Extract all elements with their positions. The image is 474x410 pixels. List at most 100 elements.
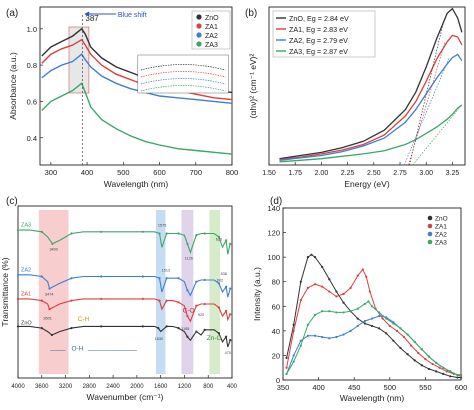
band-label: C-O	[183, 308, 195, 315]
inset-curve-ZA1	[140, 71, 226, 78]
data-point-ZA3	[40, 230, 43, 233]
data-point-ZA1	[16, 297, 20, 300]
x-tick-label: 3.00	[419, 170, 433, 177]
data-point-ZA1	[361, 268, 364, 271]
data-point-ZA2	[356, 324, 359, 328]
data-point-ZnO	[356, 317, 359, 320]
data-point-ZA1	[410, 344, 413, 347]
plot-frame	[282, 207, 462, 381]
x-tick-label: 800	[203, 384, 214, 390]
data-point-ZA2	[292, 354, 295, 357]
x-tick-label: 600	[455, 383, 468, 392]
data-point-ZA3	[392, 322, 395, 325]
data-point-ZA2	[229, 287, 232, 290]
data-point-ZnO	[427, 367, 431, 371]
data-point-ZA1	[417, 351, 420, 355]
data-point-ZA1	[321, 285, 324, 288]
data-point-ZnO	[299, 280, 302, 283]
data-point-ZA3	[356, 307, 359, 310]
legend-label: ZnO, Eg = 2.84 eV	[289, 14, 349, 23]
panel-a: 387 Blue shift ZnO ZA1 ZA2 ZA3 300 400 500 600 700…	[6, 6, 238, 189]
data-point-ZA3	[100, 230, 103, 233]
data-point-ZA1	[299, 299, 302, 302]
series-line-ZA3	[41, 82, 233, 155]
data-point-ZA3	[165, 232, 168, 235]
peak-label: 1185	[181, 327, 189, 331]
data-point-ZnO	[50, 333, 53, 337]
data-point-ZA1	[335, 295, 338, 298]
data-point-ZA2	[141, 275, 144, 278]
data-point-ZA1	[292, 329, 295, 332]
data-point-ZA2	[335, 335, 338, 339]
x-tick-label: 2400	[106, 384, 120, 390]
data-point-ZnO	[292, 323, 295, 326]
data-point-ZnO	[342, 301, 345, 304]
data-point-ZnO	[399, 346, 402, 350]
data-point-ZA3	[321, 310, 324, 313]
series-line-ZnO	[286, 254, 461, 378]
data-point-ZA3	[285, 372, 288, 375]
data-point-ZA3	[335, 311, 338, 314]
legend-marker-ZA3	[196, 41, 202, 47]
data-point-ZA2	[321, 335, 324, 339]
y-tick-label: 80	[272, 278, 280, 287]
panel-label: (a)	[6, 8, 18, 19]
data-point-ZA2	[378, 315, 381, 318]
data-point-ZA1	[285, 366, 288, 369]
series-label: ZA1	[21, 291, 31, 297]
y-tick-label: 20	[272, 351, 280, 360]
series-label: ZnO	[21, 321, 32, 327]
data-point-ZA1	[431, 362, 434, 366]
data-point-ZA3	[399, 327, 402, 330]
data-point-ZnO	[434, 370, 438, 373]
plot-frame	[39, 6, 233, 166]
x-tick-label: 300	[45, 168, 58, 177]
data-point-ZA2	[100, 275, 103, 278]
data-point-ZA3	[224, 239, 228, 242]
data-point-ZA3	[342, 311, 345, 314]
data-point-ZnO	[165, 325, 168, 328]
legend-label: ZA2	[435, 232, 447, 239]
band-label: O-H	[71, 345, 83, 352]
y-tick-label: 0.6	[27, 97, 37, 106]
data-point-ZA3	[70, 232, 73, 235]
data-point-ZA3	[434, 361, 438, 364]
inset-curve-ZA2	[140, 78, 226, 85]
series-line-ZA1	[286, 268, 462, 376]
x-tick-label: 3600	[35, 384, 49, 390]
data-point-ZA1	[195, 304, 198, 307]
data-point-ZA3	[299, 344, 302, 347]
data-point-ZA1	[203, 302, 206, 306]
data-point-ZA1	[177, 301, 180, 304]
data-point-ZA1	[186, 314, 189, 318]
x-tick-label: 450	[348, 383, 361, 392]
x-tick-label: 3.25	[446, 170, 460, 177]
panel-label: (b)	[245, 8, 257, 19]
data-point-ZnO	[385, 332, 388, 335]
data-point-ZA3	[378, 311, 381, 314]
x-tick-label: 2800	[83, 384, 97, 390]
data-point-ZnO	[40, 327, 43, 330]
data-point-ZA1	[349, 286, 352, 289]
data-point-ZA3	[177, 232, 180, 235]
data-point-ZA3	[16, 228, 20, 232]
x-tick-label: 1.75	[288, 170, 302, 177]
x-tick-label: 2.00	[315, 170, 329, 177]
data-point-ZA2	[203, 278, 206, 282]
data-point-ZnO	[186, 335, 189, 338]
data-point-ZA1	[224, 309, 228, 313]
data-point-ZnO	[203, 328, 206, 331]
y-tick-label: 0.8	[27, 61, 37, 70]
x-tick-label: 2.75	[393, 170, 407, 177]
series-label: ZA2	[21, 267, 31, 273]
data-point-ZA1	[381, 317, 384, 320]
data-point-ZA3	[370, 305, 374, 308]
plot-frame	[268, 6, 466, 166]
blue-shift-label: Blue shift	[118, 12, 147, 19]
y-axis-label: (αhν)² (cm⁻¹ eV)²	[248, 54, 258, 119]
data-point-ZnO	[70, 327, 73, 330]
peak-label: 602	[217, 279, 223, 283]
x-tick-label: 600	[153, 168, 166, 177]
data-point-ZA2	[186, 289, 189, 292]
